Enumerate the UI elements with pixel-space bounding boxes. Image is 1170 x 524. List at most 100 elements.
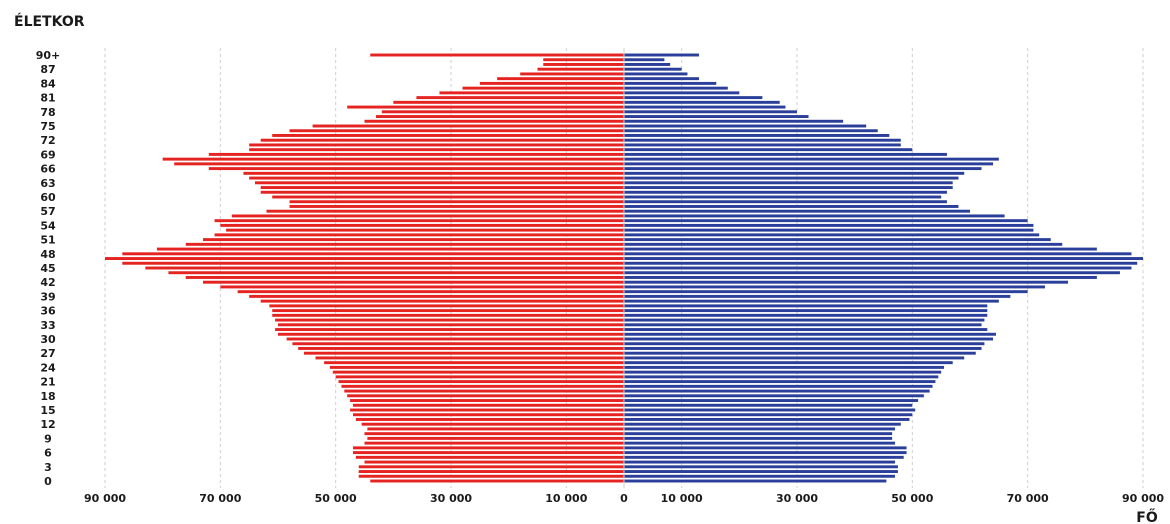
y-tick-label: 0 <box>44 475 52 488</box>
bar-right-age-53 <box>624 228 1034 232</box>
bar-right-age-66 <box>624 167 982 171</box>
x-tick-labels: 90 000 70 000 50 000 30 000 10 000 0 10 000 30 … <box>84 492 1164 505</box>
bar-left-age-2 <box>358 470 624 474</box>
bar-left-age-89 <box>543 58 624 62</box>
bar-left-age-80 <box>393 100 624 104</box>
bar-left-age-88 <box>543 62 624 66</box>
bar-left-age-41 <box>220 285 625 289</box>
y-tick-label: 81 <box>40 92 55 105</box>
bar-right-age-4 <box>624 460 896 464</box>
bar-right-age-42 <box>624 280 1069 284</box>
bar-right-age-29 <box>624 342 985 346</box>
bar-left-age-15 <box>350 408 624 412</box>
bar-right-age-39 <box>624 294 1011 298</box>
bar-right-age-17 <box>624 399 919 403</box>
bar-right-age-11 <box>624 427 896 431</box>
bar-right-age-69 <box>624 152 947 156</box>
bar-left-age-30 <box>286 337 624 341</box>
bar-right-age-59 <box>624 200 947 204</box>
bar-left-age-28 <box>298 346 624 350</box>
bar-left-age-62 <box>260 186 624 190</box>
bar-right-age-82 <box>624 91 740 95</box>
bar-left-age-12 <box>361 422 624 426</box>
bar-left-age-42 <box>203 280 625 284</box>
bar-right-age-45 <box>624 266 1132 270</box>
bar-right-age-54 <box>624 223 1034 227</box>
bar-left-age-64 <box>249 176 624 180</box>
bar-right-age-76 <box>624 119 844 123</box>
x-tick-label: 30 000 <box>776 492 818 505</box>
y-tick-label: 63 <box>40 177 55 190</box>
bar-right-age-10 <box>624 432 893 436</box>
y-tick-label: 21 <box>40 376 55 389</box>
bar-left-age-73 <box>272 133 624 137</box>
x-tick-label: 10 000 <box>661 492 703 505</box>
y-tick-label: 90+ <box>36 49 61 62</box>
bar-right-age-87 <box>624 67 682 71</box>
bar-right-age-81 <box>624 96 763 100</box>
bar-right-age-62 <box>624 186 953 190</box>
bar-right-age-33 <box>624 323 982 327</box>
bar-left-age-27 <box>303 351 624 355</box>
bar-left-age-45 <box>145 266 624 270</box>
y-tick-label: 18 <box>40 390 55 403</box>
bar-right-age-84 <box>624 81 717 85</box>
bar-right-age-12 <box>624 422 901 426</box>
bar-right-age-65 <box>624 171 965 175</box>
bar-right-age-89 <box>624 58 665 62</box>
bar-left-age-67 <box>174 162 624 166</box>
bar-left-age-18 <box>347 394 624 398</box>
bar-right-age-60 <box>624 195 942 199</box>
bar-left-age-53 <box>226 228 624 232</box>
bar-right-age-16 <box>624 403 913 407</box>
bar-right-age-21 <box>624 380 936 384</box>
bar-left-age-46 <box>122 261 625 265</box>
bar-right-age-14 <box>624 413 913 417</box>
y-tick-label: 12 <box>40 418 55 431</box>
bar-left-age-58 <box>289 204 624 208</box>
bar-left-age-86 <box>520 72 624 76</box>
bar-left-age-39 <box>249 294 624 298</box>
bar-left-age-56 <box>231 214 624 218</box>
bar-left-age-90 <box>370 53 624 57</box>
y-tick-label: 60 <box>40 191 56 204</box>
y-tick-label: 6 <box>44 447 52 460</box>
y-tick-label: 57 <box>40 205 55 218</box>
bar-right-age-43 <box>624 275 1097 279</box>
bar-left-age-21 <box>338 380 624 384</box>
bar-left-age-72 <box>260 138 624 142</box>
bar-left-age-74 <box>289 129 624 133</box>
bar-right-age-32 <box>624 328 988 332</box>
bar-left-age-17 <box>350 399 624 403</box>
bar-left-age-38 <box>260 299 624 303</box>
x-tick-label: 50 000 <box>891 492 933 505</box>
bar-right-age-44 <box>624 271 1120 275</box>
bar-right-age-5 <box>624 455 904 459</box>
bar-right-age-61 <box>624 190 947 194</box>
bar-right-age-8 <box>624 441 896 445</box>
bar-left-age-76 <box>364 119 624 123</box>
bar-right-age-80 <box>624 100 780 104</box>
y-tick-label: 69 <box>40 148 55 161</box>
bar-right-age-1 <box>624 474 896 478</box>
bar-left-age-22 <box>335 375 624 379</box>
y-tick-label: 9 <box>44 432 52 445</box>
bar-left-age-33 <box>278 323 624 327</box>
bar-left-age-44 <box>168 271 624 275</box>
bar-right-age-68 <box>624 157 999 161</box>
bar-left-age-63 <box>254 181 624 185</box>
bar-left-age-61 <box>260 190 624 194</box>
bar-right-age-48 <box>624 252 1132 256</box>
bar-left-age-66 <box>208 167 625 171</box>
bar-right-age-50 <box>624 242 1063 246</box>
bar-left-age-31 <box>278 332 624 336</box>
bar-right-age-72 <box>624 138 901 142</box>
y-tick-label: 45 <box>40 262 55 275</box>
bar-left-age-69 <box>208 152 625 156</box>
bar-left-age-32 <box>275 328 624 332</box>
bar-left-age-36 <box>272 309 624 313</box>
bar-left-age-10 <box>364 432 624 436</box>
bar-left-age-65 <box>243 171 624 175</box>
bar-left-age-48 <box>122 252 625 256</box>
